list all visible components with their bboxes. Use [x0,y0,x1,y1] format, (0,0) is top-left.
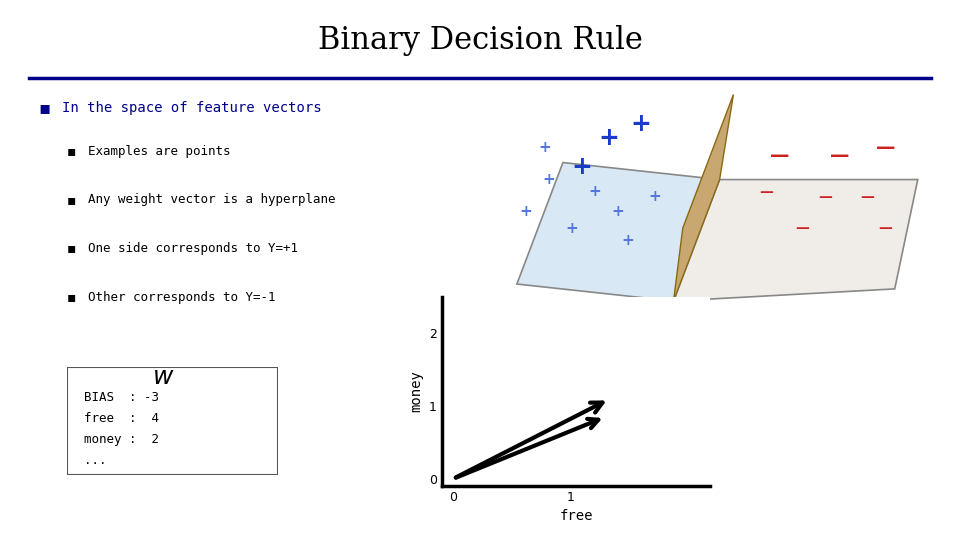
Text: +: + [621,233,634,248]
Text: —: — [876,138,895,158]
Text: $w$: $w$ [152,367,175,389]
Text: ▪: ▪ [67,144,77,158]
Polygon shape [516,163,720,301]
Text: Any weight vector is a hyperplane: Any weight vector is a hyperplane [88,193,336,206]
Text: Binary Decision Rule: Binary Decision Rule [318,25,642,56]
Text: +: + [571,156,591,179]
Text: +: + [519,204,533,219]
X-axis label: free: free [560,509,592,523]
Text: +: + [649,189,661,204]
Polygon shape [674,94,733,301]
Text: Other corresponds to Y=-1: Other corresponds to Y=-1 [88,291,276,303]
Text: +: + [588,184,602,199]
Text: —: — [796,221,809,235]
Text: ▪: ▪ [67,193,77,207]
Y-axis label: money: money [409,370,423,413]
Text: One side corresponds to Y=+1: One side corresponds to Y=+1 [88,242,299,255]
Text: +: + [539,140,551,156]
Text: ▪: ▪ [67,290,77,304]
Text: —: — [770,146,789,165]
Text: —: — [819,190,832,204]
Text: —: — [829,146,849,165]
Text: In the space of feature vectors: In the space of feature vectors [62,101,322,115]
Text: +: + [599,126,619,150]
Text: +: + [565,221,579,235]
Text: +: + [631,112,652,136]
Text: ▪: ▪ [67,241,77,255]
Text: +: + [612,204,625,219]
Text: —: — [758,185,773,199]
Text: Examples are points: Examples are points [88,145,230,158]
Text: —: — [878,221,893,235]
Text: —: — [860,190,874,204]
Text: +: + [542,172,556,187]
Text: BIAS  : -3
free  :  4
money :  2
...: BIAS : -3 free : 4 money : 2 ... [84,391,159,467]
Polygon shape [674,179,918,301]
Text: ▪: ▪ [38,99,51,117]
